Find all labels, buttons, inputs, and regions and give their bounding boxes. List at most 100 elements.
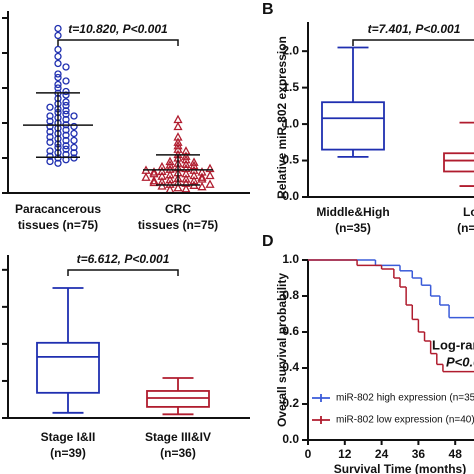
- panel-a: 012345Paracanceroustissues (n=75)CRCtiss…: [2, 11, 250, 232]
- data-point: [141, 172, 151, 181]
- x-tick-label: tissues (n=75): [138, 218, 218, 232]
- data-point: [54, 84, 62, 92]
- whisker-upper: [52, 287, 84, 343]
- x-tick-label: Low: [463, 205, 474, 219]
- annotation: t=7.401, P<0.001: [368, 22, 461, 36]
- whisker-upper: [337, 46, 369, 103]
- data-point: [46, 128, 54, 136]
- data-point: [62, 110, 70, 118]
- panel-d: 0.0 0.2 0.4 0.6 0.8 1.0 Overall survival proba…: [275, 252, 474, 474]
- data-point: [181, 151, 191, 160]
- data-point: [62, 87, 70, 96]
- data-point: [149, 168, 159, 178]
- y-tick-label: 0.8: [282, 288, 299, 302]
- data-point: [70, 129, 78, 138]
- data-point: [173, 182, 183, 192]
- sd-bar: [156, 154, 200, 186]
- x-tick-label: (n=36): [160, 446, 196, 460]
- data-point: [173, 114, 183, 124]
- x-tick-label: 12: [338, 447, 352, 461]
- data-point: [197, 181, 207, 191]
- data-point: [46, 103, 54, 111]
- data-point: [189, 157, 199, 166]
- data-point: [54, 159, 62, 167]
- y-tick-label: 0.6: [282, 324, 299, 338]
- data-point: [205, 163, 215, 173]
- data-point: [197, 172, 207, 181]
- data-point: [54, 80, 62, 89]
- y-tick-label: 0.0: [282, 189, 299, 203]
- whisker-upper: [459, 121, 474, 124]
- data-point: [62, 131, 70, 139]
- data-point: [149, 175, 159, 185]
- x-tick-label: Stage I&II: [41, 430, 96, 444]
- legend-marker: [312, 394, 330, 402]
- box: [443, 152, 474, 173]
- data-point: [62, 63, 70, 71]
- whisker-lower: [52, 392, 84, 414]
- data-point: [189, 175, 199, 185]
- y-tick-label: 1.0: [282, 116, 299, 130]
- data-point: [54, 59, 62, 68]
- data-point: [165, 169, 175, 179]
- data-point: [46, 138, 54, 146]
- data-point: [62, 98, 70, 106]
- data-point: [62, 145, 70, 153]
- whisker-lower: [459, 185, 474, 187]
- data-point: [181, 159, 191, 168]
- whisker-lower: [162, 406, 194, 416]
- data-point: [165, 160, 175, 169]
- x-tick-label: (n=40): [457, 221, 474, 235]
- y-tick-label: 0.0: [282, 432, 299, 446]
- x-tick-label: 48: [449, 447, 463, 461]
- significance-bracket: [352, 39, 474, 46]
- data-point: [181, 183, 191, 193]
- data-point: [54, 31, 62, 40]
- x-tick-label: Middle&High: [316, 205, 389, 219]
- x-tick-label: (n=35): [335, 221, 371, 235]
- y-tick-label: 0.2: [282, 396, 299, 410]
- annotation: P<0.05: [446, 354, 474, 369]
- x-axis-label: Survival Time (months): [334, 462, 466, 474]
- x-tick-label: 24: [375, 447, 389, 461]
- data-point: [197, 174, 207, 183]
- panel-c: 01234Stage I&II(n=39)Stage III&IV(n=36)t…: [2, 252, 250, 460]
- y-axis-label: Relative miR-802 expression: [275, 36, 289, 199]
- data-point: [46, 122, 54, 131]
- data-point: [70, 122, 78, 131]
- x-tick-label: 0: [305, 447, 312, 461]
- data-point: [46, 152, 54, 160]
- data-point: [157, 181, 167, 190]
- y-tick-label: 0.4: [282, 360, 299, 374]
- data-point: [205, 170, 215, 180]
- whisker-upper: [162, 377, 194, 391]
- data-point: [70, 149, 78, 157]
- y-axis-label: Overall survival probability: [275, 273, 289, 427]
- data-point: [173, 121, 183, 131]
- x-tick-label: (n=39): [50, 446, 86, 460]
- y-tick-label: 2.0: [282, 43, 299, 57]
- x-tick-label: Paracancerous: [15, 202, 101, 216]
- x-tick-label: Stage III&IV: [145, 430, 211, 444]
- data-point: [165, 174, 175, 184]
- data-point: [46, 112, 54, 120]
- data-point: [62, 136, 70, 145]
- data-point: [46, 117, 54, 125]
- significance-bracket: [67, 269, 179, 276]
- annotation: Log-rank: [432, 337, 474, 352]
- annotation: t=6.612, P<0.001: [77, 252, 170, 266]
- data-point: [54, 73, 62, 82]
- legend-marker: [312, 416, 330, 424]
- data-point: [62, 101, 70, 110]
- data-point: [54, 45, 62, 54]
- data-point: [62, 107, 70, 115]
- data-point: [46, 157, 54, 166]
- data-point: [70, 143, 78, 152]
- data-point: [62, 142, 70, 150]
- significance-bracket: [57, 39, 179, 46]
- data-point: [173, 140, 183, 150]
- data-point: [181, 174, 191, 183]
- box: [36, 341, 100, 394]
